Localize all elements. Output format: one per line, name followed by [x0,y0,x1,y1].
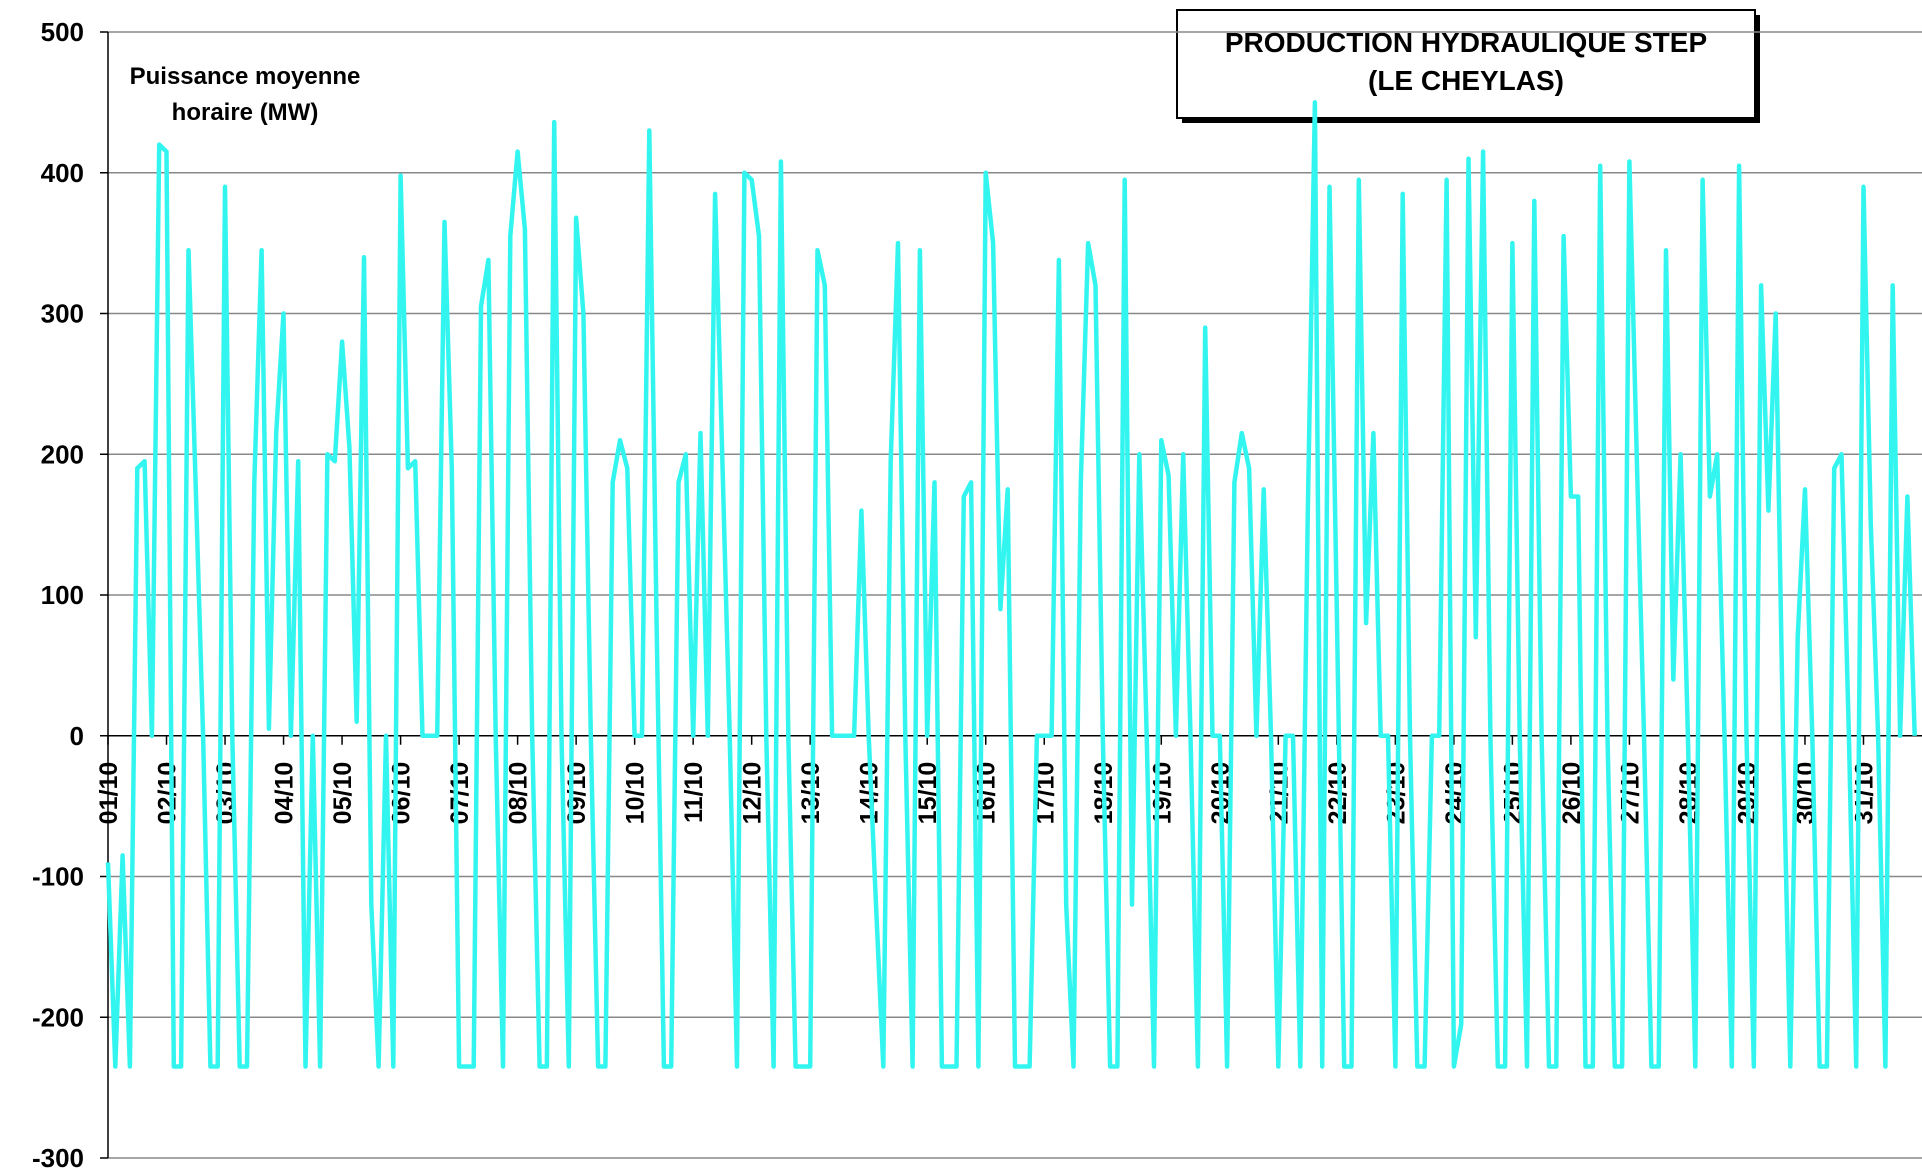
x-tick-label: 19/10 [1148,762,1176,825]
x-tick-label: 05/10 [329,762,357,825]
x-tick-label: 27/10 [1616,762,1644,825]
x-tick-label: 04/10 [271,762,299,825]
title-box [1176,9,1756,119]
x-tick-label: 12/10 [739,762,767,825]
y-axis-label: Puissance moyenne horaire (MW) [130,63,361,126]
y-tick-label: 200 [41,439,84,469]
y-tick-label: -300 [32,1143,84,1173]
x-tick-label: 01/10 [95,762,123,825]
x-tick-label: 06/10 [388,762,416,825]
y-tick-label: -100 [32,862,84,892]
x-tick-label: 02/10 [154,762,182,825]
x-tick-label: 08/10 [505,762,533,825]
y-tick-label: 300 [41,299,84,329]
x-tick-label: 10/10 [622,762,650,825]
y-tick-label: 100 [41,580,84,610]
y-tick-label: -200 [32,1002,84,1032]
text: Puissance moyenne horaire (MW) [130,63,361,126]
x-tick-label: 31/10 [1850,762,1878,825]
y-tick-label: 500 [41,17,84,47]
data-line [105,100,1917,1069]
y-tick-label: 400 [41,158,84,188]
x-tick-label: 11/10 [680,762,708,823]
x-tick-label: 07/10 [446,762,474,825]
x-tick-label: 21/10 [1265,762,1293,825]
x-tick-label: 09/10 [563,762,591,825]
y-tick-label: 0 [70,721,84,751]
